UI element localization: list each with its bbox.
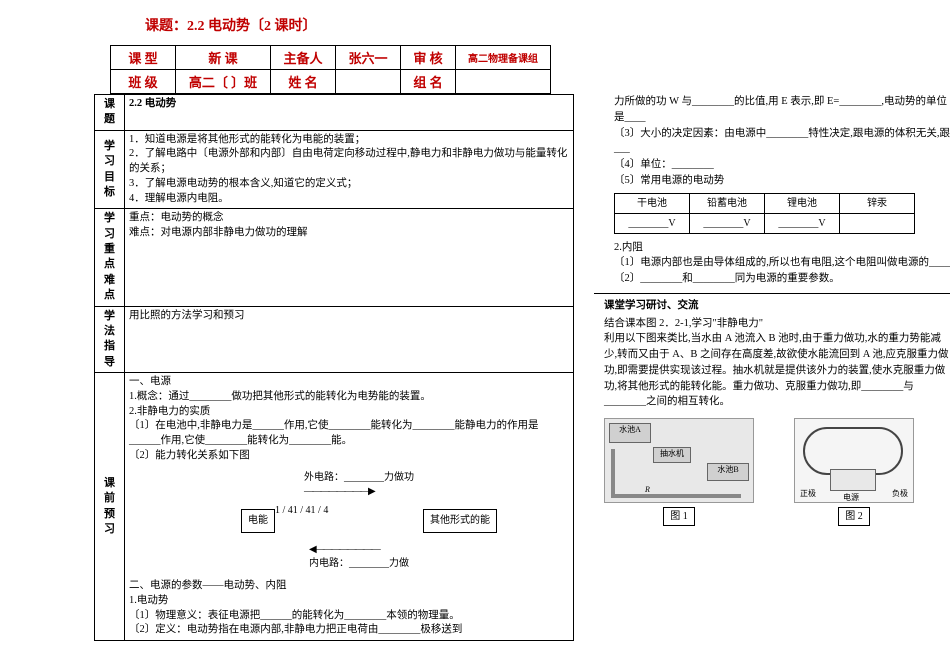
diag-left-box: 电能	[241, 509, 275, 533]
method-text: 用比照的方法学习和预习	[125, 306, 574, 373]
preview-label: 课前预习	[95, 373, 125, 641]
diag-outer-text: 外电路：________力做功	[304, 472, 414, 483]
bat-h4: 锌汞	[840, 193, 915, 213]
figure-1-diagram: 水池A 抽水机 水池B R	[604, 418, 754, 503]
fig2-neg: 负极	[892, 488, 908, 500]
hdr-class-val: 高二〔 〕班	[176, 70, 271, 94]
keypoints-text: 重点：电动势的概念 难点：对电源内部非静电力做功的理解	[125, 209, 574, 306]
figure-1-caption: 图 1	[663, 507, 695, 526]
arrow-left-icon: ◀————————	[309, 544, 379, 555]
preview-p2: 二、电源的参数——电动势、内阻 1.电动势 〔1〕物理意义：表征电源把_____…	[129, 579, 569, 638]
right-p1: 力所做的功 W 与________的比值,用 E 表示,即 E=________…	[594, 94, 950, 189]
main-left-table: 课题 2.2 电动势 学习目标 1．知道电源是将其他形式的能转化为电能的装置； …	[94, 94, 574, 641]
figure-1-box: 水池A 抽水机 水池B R 图 1	[604, 418, 754, 526]
hdr-group-label: 组 名	[401, 70, 456, 94]
bat-h3: 锂电池	[765, 193, 840, 213]
header-row-2: 班 级 高二〔 〕班 姓 名 组 名	[111, 70, 551, 94]
diag-right-box: 其他形式的能	[423, 509, 497, 533]
hdr-name-label: 姓 名	[271, 70, 336, 94]
bat-v3: ________V	[765, 213, 840, 233]
hdr-type-val: 新 课	[176, 46, 271, 70]
fig2-src: 电源	[843, 492, 859, 504]
objectives-text: 1．知道电源是将其他形式的能转化为电能的装置； 2．了解电路中〔电源外部和内部〕…	[125, 130, 574, 208]
bat-v2: ________V	[690, 213, 765, 233]
right-p2: 2.内阻 〔1〕电源内部也是由导体组成的,所以也有电阻,这个电阻叫做电源的___…	[594, 240, 950, 287]
arrow-right-icon: ————————▶	[304, 486, 374, 497]
objectives-label: 学习目标	[95, 130, 125, 208]
hdr-class-label: 班 级	[111, 70, 176, 94]
bat-h1: 干电池	[615, 193, 690, 213]
hdr-review-label: 审 核	[401, 46, 456, 70]
hdr-author-val: 张六一	[336, 46, 401, 70]
fig2-pos: 正极	[800, 488, 816, 500]
bat-v4	[840, 213, 915, 233]
method-label: 学法指导	[95, 306, 125, 373]
header-table: 课 型 新 课 主备人 张六一 审 核 高二物理备课组 班 级 高二〔 〕班 姓…	[110, 45, 551, 94]
diag-outer-circuit: 外电路：________力做功 ————————▶	[298, 467, 420, 503]
right-p3: 结合课本图 2．2-1,学习"非静电力" 利用以下图来类比,当水由 A 池流入 …	[594, 316, 950, 411]
topic-label: 课题	[95, 95, 125, 131]
preview-cell: 一、电源 1.概念：通过________做功把其他形式的能转化为电势能的装置。 …	[125, 373, 574, 641]
document-title: 课题：2.2 电动势〔2 课时〕	[0, 0, 950, 45]
diagram-area: 外电路：________力做功 ————————▶ 电能 其他形式的能 ◀——	[169, 467, 569, 575]
preview-p1: 一、电源 1.概念：通过________做功把其他形式的能转化为电势能的装置。 …	[129, 375, 569, 463]
bat-h2: 铅蓄电池	[690, 193, 765, 213]
hdr-type-label: 课 型	[111, 46, 176, 70]
header-row-1: 课 型 新 课 主备人 张六一 审 核 高二物理备课组	[111, 46, 551, 70]
keypoints-label: 学习重点难点	[95, 209, 125, 306]
hdr-author-label: 主备人	[271, 46, 336, 70]
hdr-name-val	[336, 70, 401, 94]
figure-2-caption: 图 2	[838, 507, 870, 526]
fig1-pump: 抽水机	[653, 447, 691, 463]
diag-inner-circuit: ◀———————— 内电路：________力做	[303, 539, 415, 575]
fig1-pool-b: 水池B	[707, 463, 749, 481]
topic-text: 2.2 电动势	[129, 98, 176, 109]
hdr-review-val: 高二物理备课组	[456, 46, 551, 70]
diag-inner-text: 内电路：________力做	[309, 558, 409, 569]
page-number: 1 / 41 / 41 / 4	[275, 505, 328, 516]
figure-2-box: 正极 负极 电源 图 2	[794, 418, 914, 526]
battery-table: 干电池 铅蓄电池 锂电池 锌汞 ________V ________V ____…	[614, 193, 915, 234]
right-column: 力所做的功 W 与________的比值,用 E 表示,即 E=________…	[594, 94, 950, 526]
bat-v1: ________V	[615, 213, 690, 233]
fig1-pool-a: 水池A	[609, 423, 651, 443]
figure-2-diagram: 正极 负极 电源	[794, 418, 914, 503]
figures-area: 水池A 抽水机 水池B R 图 1 正极 负极 电源 图 2	[594, 418, 950, 526]
section-title: 课堂学习研讨、交流	[594, 298, 950, 314]
hdr-group-val	[456, 70, 551, 94]
